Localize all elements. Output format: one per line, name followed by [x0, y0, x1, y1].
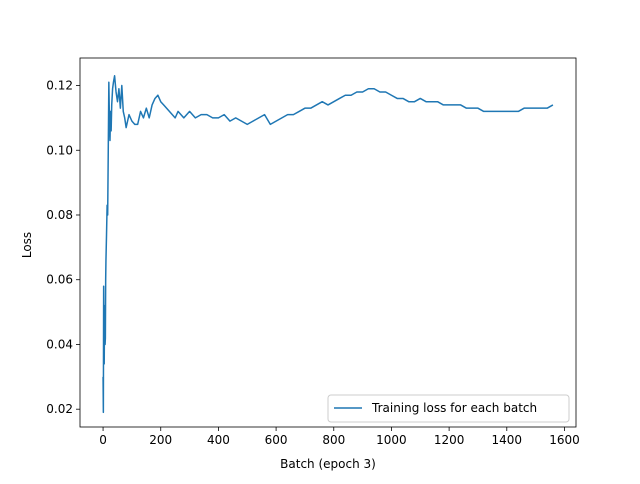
x-tick-label: 600 — [265, 433, 288, 447]
axes: 0 200 400 600 800 1000 1200 1400 1600 0.02 0.04 0.0… — [46, 57, 580, 447]
x-tick-label: 800 — [322, 433, 345, 447]
x-tick-label: 1000 — [376, 433, 407, 447]
y-tick-label: 0.06 — [46, 273, 73, 287]
x-tick-label: 200 — [149, 433, 172, 447]
x-axis-label: Batch (epoch 3) — [280, 457, 376, 471]
y-tick-label: 0.12 — [46, 79, 73, 93]
x-tick-label: 1400 — [492, 433, 523, 447]
x-tick-label: 1200 — [434, 433, 465, 447]
y-tick-label: 0.08 — [46, 208, 73, 222]
plot-area — [102, 75, 554, 414]
series-line-0 — [102, 75, 554, 414]
x-tick-label: 0 — [99, 433, 107, 447]
y-axis-label: Loss — [20, 232, 34, 258]
legend-box — [327, 394, 570, 423]
axes-frame — [79, 57, 577, 428]
legend: Training loss for each batch — [327, 394, 570, 423]
legend-label: Training loss for each batch — [371, 401, 537, 415]
y-tick-label: 0.04 — [46, 337, 73, 351]
x-tick-label: 400 — [207, 433, 230, 447]
y-tick-label: 0.02 — [46, 402, 73, 416]
x-tick-label: 1600 — [549, 433, 580, 447]
y-tick-label: 0.10 — [46, 143, 73, 157]
